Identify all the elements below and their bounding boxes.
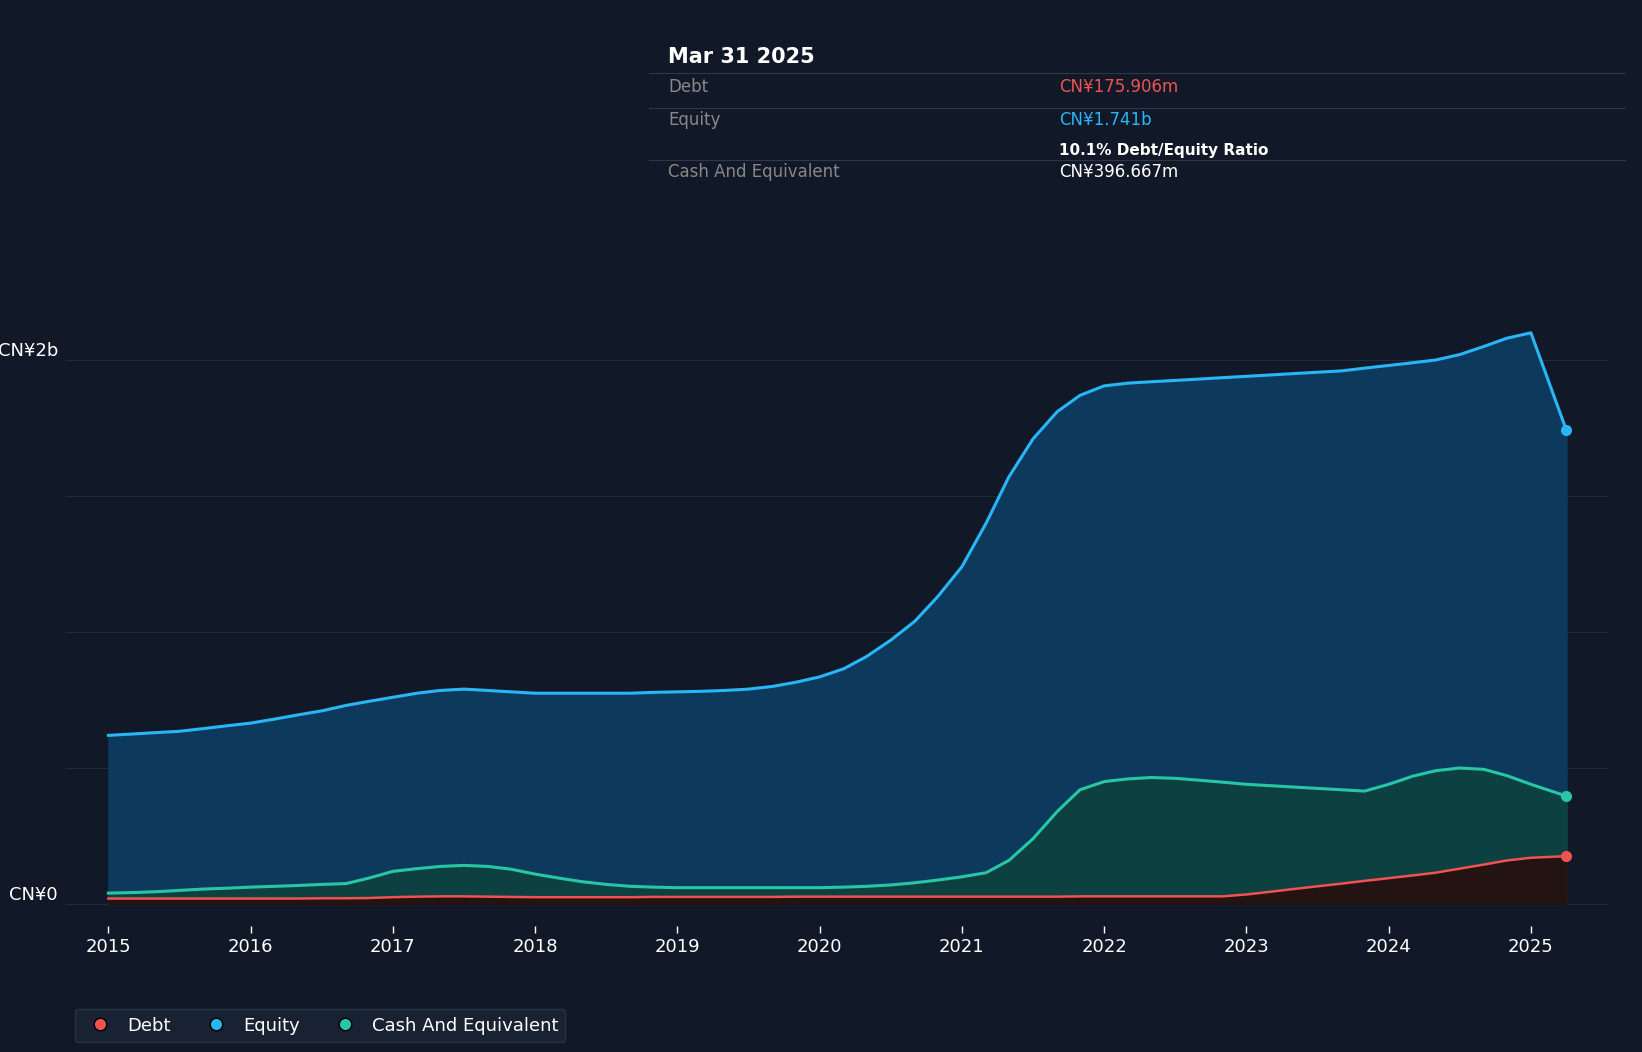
Legend: Debt, Equity, Cash And Equivalent: Debt, Equity, Cash And Equivalent bbox=[74, 1010, 565, 1041]
Text: Cash And Equivalent: Cash And Equivalent bbox=[668, 163, 839, 181]
Text: CN¥0: CN¥0 bbox=[10, 886, 57, 904]
Text: Debt: Debt bbox=[668, 78, 708, 97]
Text: CN¥1.741b: CN¥1.741b bbox=[1059, 112, 1151, 129]
Text: 10.1% Debt/Equity Ratio: 10.1% Debt/Equity Ratio bbox=[1059, 143, 1268, 158]
Text: CN¥175.906m: CN¥175.906m bbox=[1059, 78, 1179, 97]
Text: CN¥2b: CN¥2b bbox=[0, 342, 57, 360]
Text: CN¥396.667m: CN¥396.667m bbox=[1059, 163, 1179, 181]
Text: Equity: Equity bbox=[668, 112, 721, 129]
Text: Mar 31 2025: Mar 31 2025 bbox=[668, 47, 814, 67]
